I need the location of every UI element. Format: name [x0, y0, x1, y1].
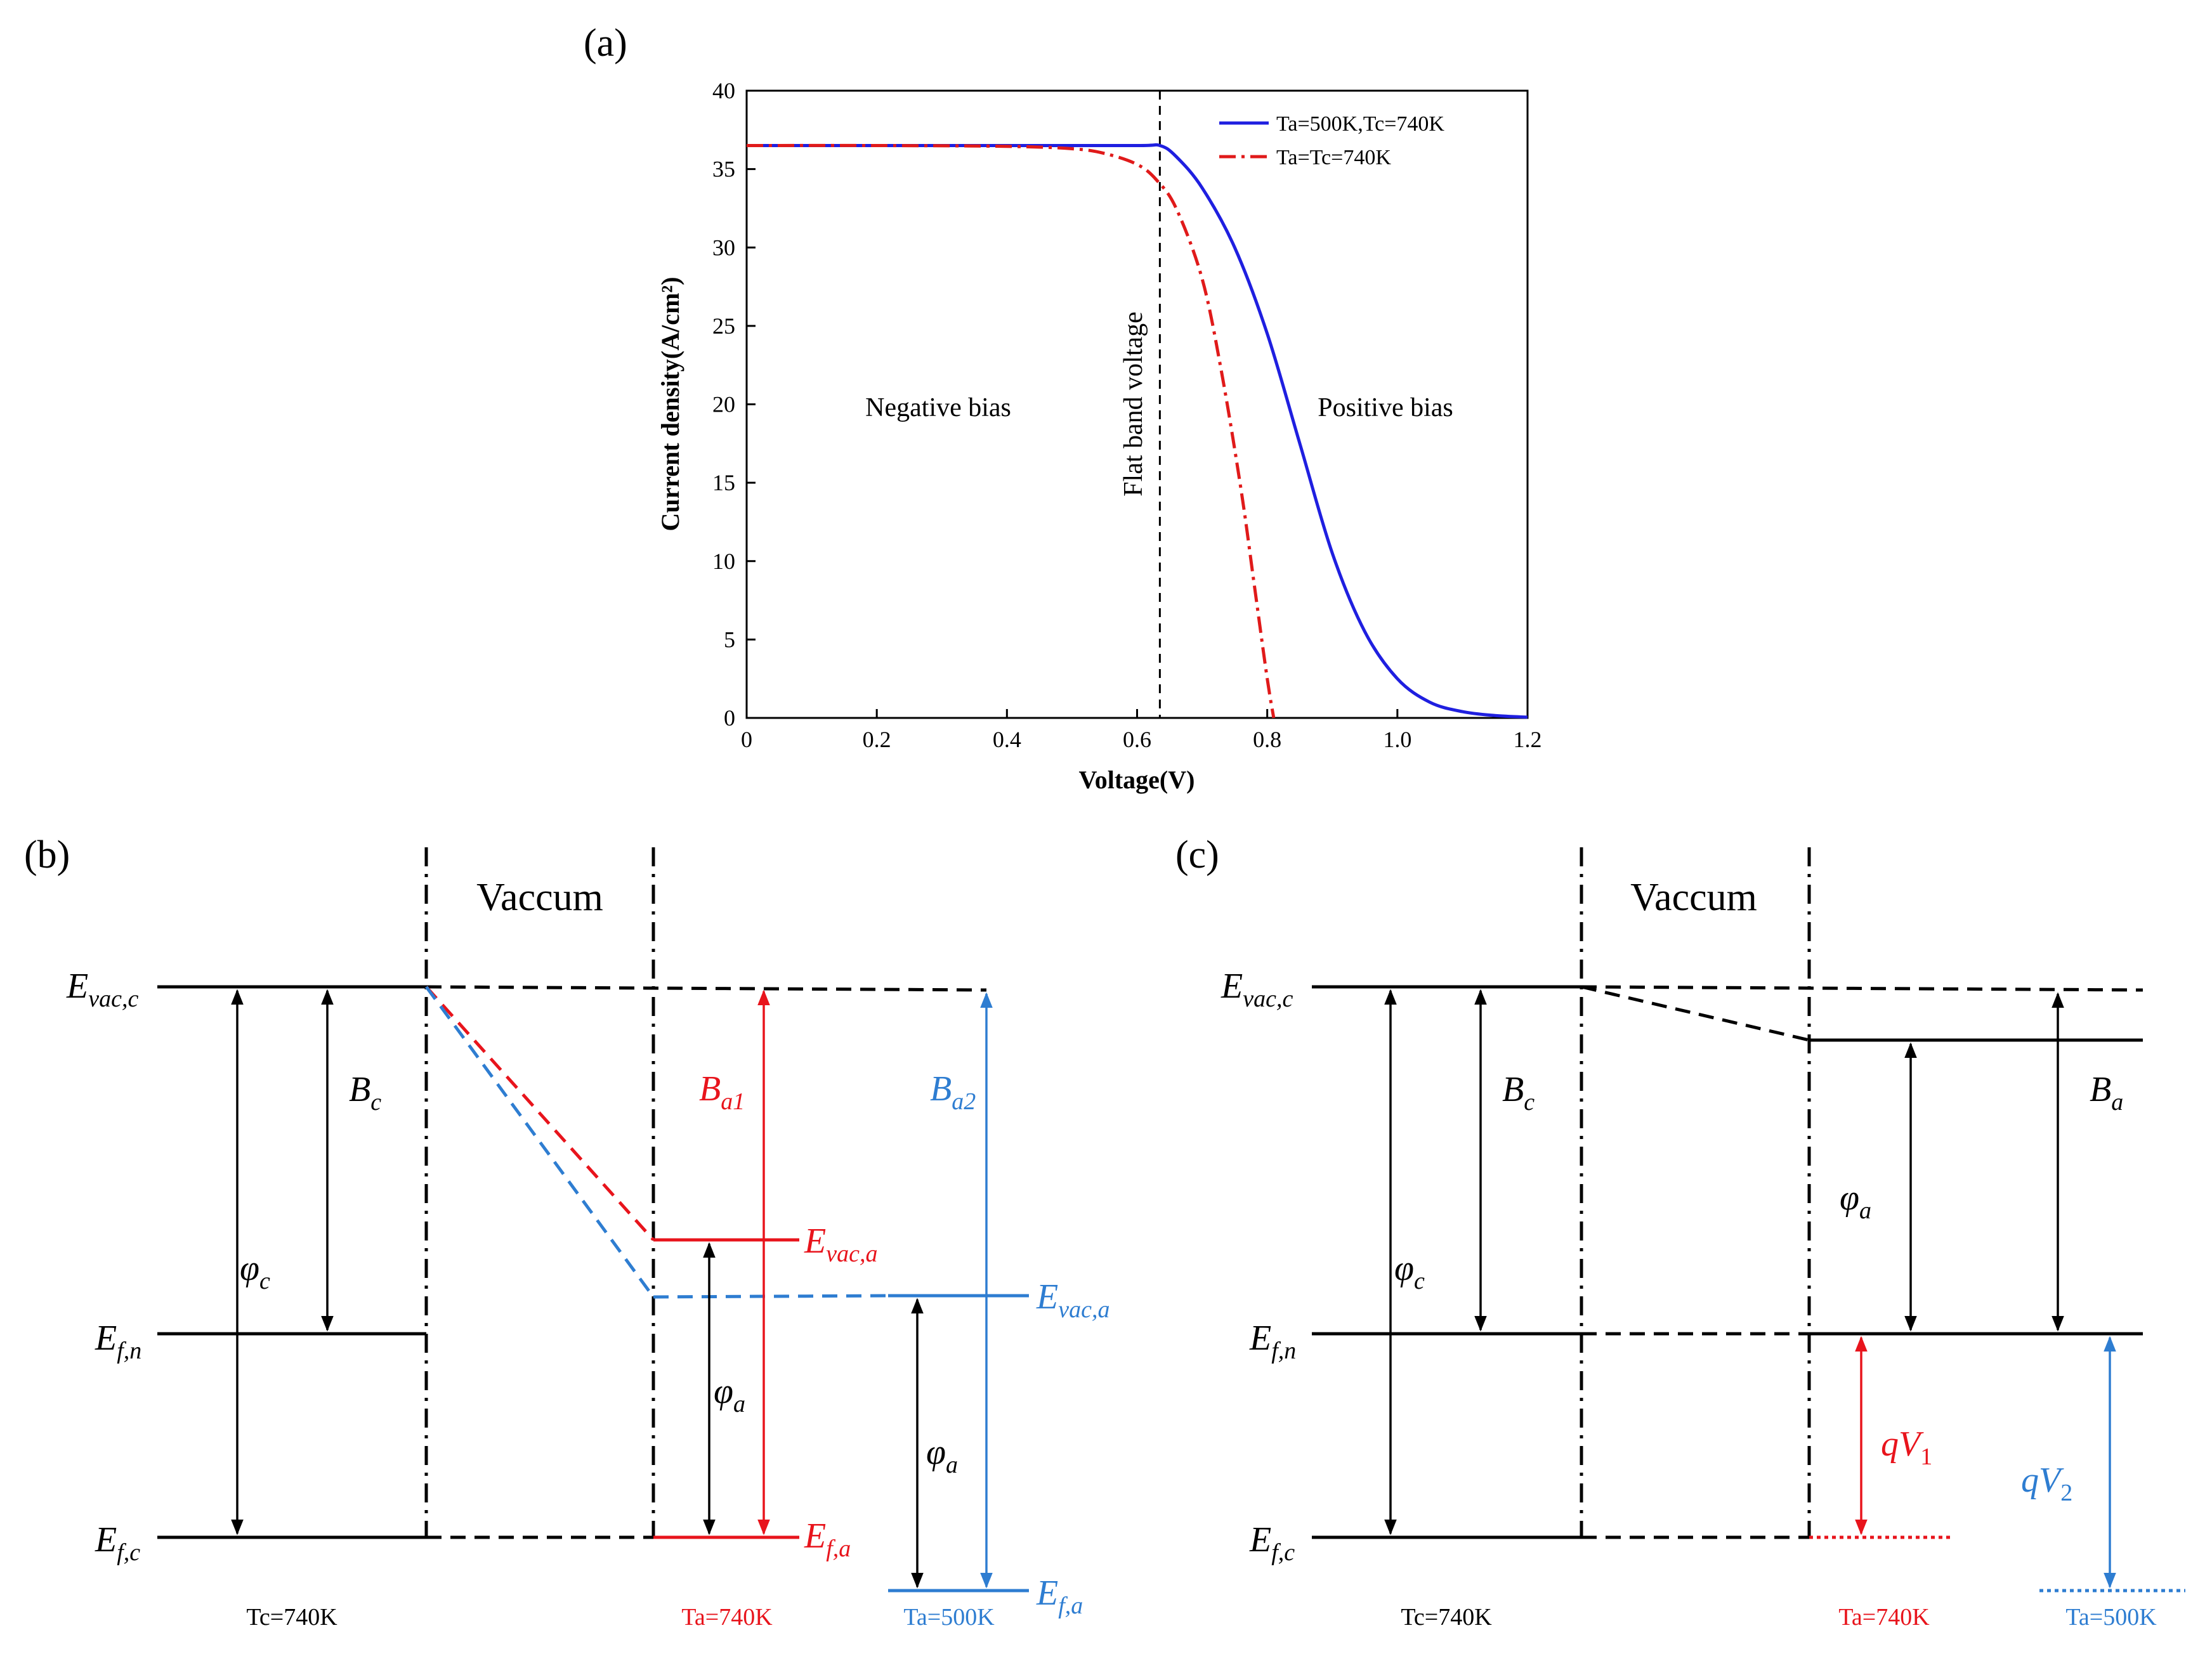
label-ef-c: Ef,c: [95, 1520, 140, 1566]
y-tick-label: 15: [712, 470, 735, 495]
diagram-c: Vaccum Evac,c Ef,n Ef,c Bc φc φa Ba qV1 …: [1221, 847, 2185, 1631]
legend-label-red: Ta=Tc=740K: [1276, 146, 1391, 169]
diagram-b: Vaccum Evac,c Ef,n Ef,c Bc φc Ba1 φa Eva…: [66, 847, 1109, 1631]
label-ef-a-blue: Ef,a: [1036, 1573, 1083, 1619]
temp-ta-blue: Ta=500K: [903, 1604, 995, 1631]
y-tick-label: 30: [712, 235, 735, 260]
y-tick-label: 0: [724, 705, 735, 731]
y-axis-title: Current density(A/cm²): [656, 277, 684, 531]
negative-bias-label: Negative bias: [865, 393, 1011, 422]
label-ef-c-c: Ef,c: [1249, 1520, 1295, 1566]
panel-label-b: (b): [24, 833, 70, 876]
y-tick-label: 35: [712, 157, 735, 182]
x-tick-label: 0.4: [993, 727, 1021, 752]
positive-bias-label: Positive bias: [1318, 393, 1453, 422]
temp-tc-c: Tc=740K: [1401, 1604, 1492, 1631]
iv-chart: 0 0.2 0.4 0.6 0.8 1.0 1.2 0 5 10 15 20 25 30 35 40 Vol…: [656, 78, 1542, 794]
label-phi-a-blue: φa: [926, 1433, 958, 1478]
label-b-c: Bc: [349, 1070, 381, 1116]
label-qv2: qV2: [2021, 1461, 2072, 1506]
evac-dashed-c: [1581, 985, 2143, 992]
x-tick-label: 0.8: [1253, 727, 1281, 752]
flat-band-label: Flat band voltage: [1119, 311, 1148, 497]
label-b-a1: Ba1: [699, 1069, 745, 1115]
blue-evac-dashed: [653, 1294, 889, 1299]
y-tick-label: 25: [712, 313, 735, 339]
vacuum-label: Vaccum: [476, 876, 603, 919]
panel-label-c: (c): [1175, 833, 1219, 876]
y-tick-label: 5: [724, 627, 735, 652]
x-tick-label: 1.2: [1514, 727, 1542, 752]
y-tick-label: 10: [712, 549, 735, 574]
x-tick-label: 0: [741, 727, 752, 752]
temp-ta-red-c: Ta=740K: [1838, 1604, 1930, 1631]
y-ticks: 0 5 10 15 20 25 30 35 40: [712, 78, 756, 731]
series-line-ta-tc-740: [746, 143, 1276, 719]
blue-vacuum-slope: [424, 986, 655, 1298]
x-tick-label: 0.2: [863, 727, 891, 752]
label-phi-c-c: φc: [1394, 1249, 1425, 1294]
temp-tc: Tc=740K: [246, 1604, 337, 1631]
legend-label-blue: Ta=500K,Tc=740K: [1276, 112, 1444, 136]
label-phi-a-red: φa: [714, 1372, 745, 1417]
label-evac-c-c: Evac,c: [1221, 967, 1293, 1012]
legend: Ta=500K,Tc=740K Ta=Tc=740K: [1219, 112, 1444, 169]
panel-label-a: (a): [584, 22, 627, 65]
label-b-a-c: Ba: [2090, 1070, 2123, 1116]
label-b-c-c: Bc: [1502, 1070, 1535, 1116]
label-qv1: qV1: [1881, 1424, 1932, 1470]
temp-ta-red: Ta=740K: [681, 1604, 773, 1631]
vacuum-slope-c: [1581, 985, 1810, 1042]
label-b-a2: Ba2: [930, 1069, 976, 1115]
label-evac-c: Evac,c: [66, 967, 138, 1012]
label-evac-a-blue: Evac,a: [1036, 1277, 1109, 1323]
x-tick-label: 0.6: [1123, 727, 1151, 752]
label-evac-a-red: Evac,a: [804, 1221, 877, 1267]
x-axis-title: Voltage(V): [1079, 765, 1195, 794]
label-ef-a-red: Ef,a: [804, 1516, 851, 1562]
vacuum-label-c: Vaccum: [1630, 876, 1757, 919]
temp-ta-blue-c: Ta=500K: [2065, 1604, 2157, 1631]
x-ticks: 0 0.2 0.4 0.6 0.8 1.0 1.2: [741, 709, 1542, 752]
y-tick-label: 20: [712, 392, 735, 417]
red-vacuum-slope: [425, 986, 655, 1241]
y-tick-label: 40: [712, 78, 735, 103]
label-phi-a-c: φa: [1840, 1178, 1871, 1224]
label-phi-c: φc: [240, 1249, 270, 1294]
label-ef-n: Ef,n: [95, 1319, 141, 1364]
evac-dashed-extension: [426, 985, 987, 992]
label-ef-n-c: Ef,n: [1249, 1319, 1296, 1364]
x-tick-label: 1.0: [1383, 727, 1411, 752]
